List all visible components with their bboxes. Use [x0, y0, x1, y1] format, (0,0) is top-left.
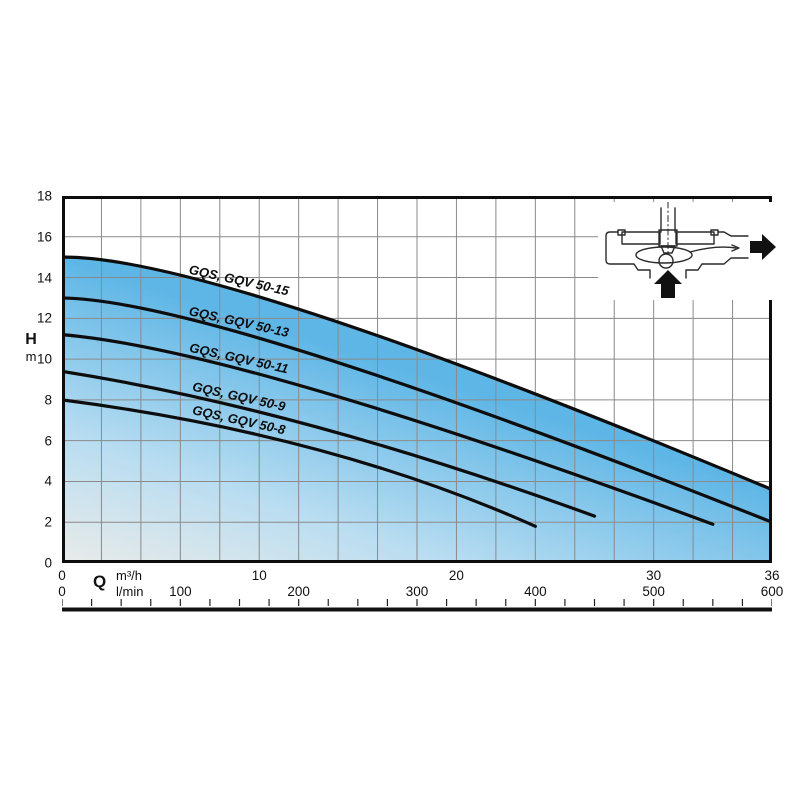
x-tick-label-m3h: 10 [251, 568, 267, 583]
y-tick-label: 18 [36, 188, 52, 204]
ruler-bar [62, 607, 772, 612]
x-tick-label-lmin: 200 [287, 584, 310, 599]
x-axis-symbol: Q [93, 572, 107, 591]
flow-ruler-scale [61, 598, 773, 618]
y-axis-unit: m [25, 349, 37, 364]
pump-curve-50-15 [62, 255, 772, 492]
pump-curve-50-8 [62, 398, 537, 528]
ruler-graphic [61, 599, 773, 612]
x-tick-label-m3h: 20 [448, 568, 464, 583]
y-tick-label: 0 [44, 555, 52, 571]
x-axis-unit-lmin: l/min [116, 584, 144, 599]
x-tick-label-m3h: 30 [646, 568, 662, 583]
y-axis-symbol: H [25, 331, 37, 348]
x-axis-unit-m3h: m³/h [116, 568, 142, 583]
x-tick-label-m3h: 0 [58, 568, 66, 583]
x-tick-label-lmin: 300 [405, 584, 429, 599]
x-tick-label-m3h: 36 [764, 568, 780, 583]
y-tick-label: 14 [36, 270, 52, 286]
pump-cross-section-icon [598, 201, 778, 300]
y-tick-label: 2 [44, 514, 52, 530]
plot-border [62, 196, 772, 563]
x-tick-label-lmin: 500 [642, 584, 665, 599]
x-tick-label-lmin: 0 [58, 584, 66, 599]
x-tick-label-lmin: 400 [524, 584, 547, 599]
x-tick-label-lmin: 100 [169, 584, 192, 599]
pump-curve-50-11 [62, 333, 715, 526]
y-tick-label: 12 [36, 310, 52, 326]
pump-curve-50-13 [62, 296, 772, 524]
y-tick-label: 4 [44, 473, 52, 489]
y-tick-label: 8 [44, 392, 52, 408]
y-tick-label: 6 [44, 433, 52, 449]
plot-area: GQS, GQV 50-15 GQS, GQV 50-13 GQS, GQV 50-… [62, 196, 772, 563]
y-tick-label: 10 [36, 351, 52, 367]
pump-curve-50-9 [62, 369, 597, 518]
x-tick-label-lmin: 600 [760, 584, 784, 599]
y-tick-label: 16 [36, 229, 52, 245]
